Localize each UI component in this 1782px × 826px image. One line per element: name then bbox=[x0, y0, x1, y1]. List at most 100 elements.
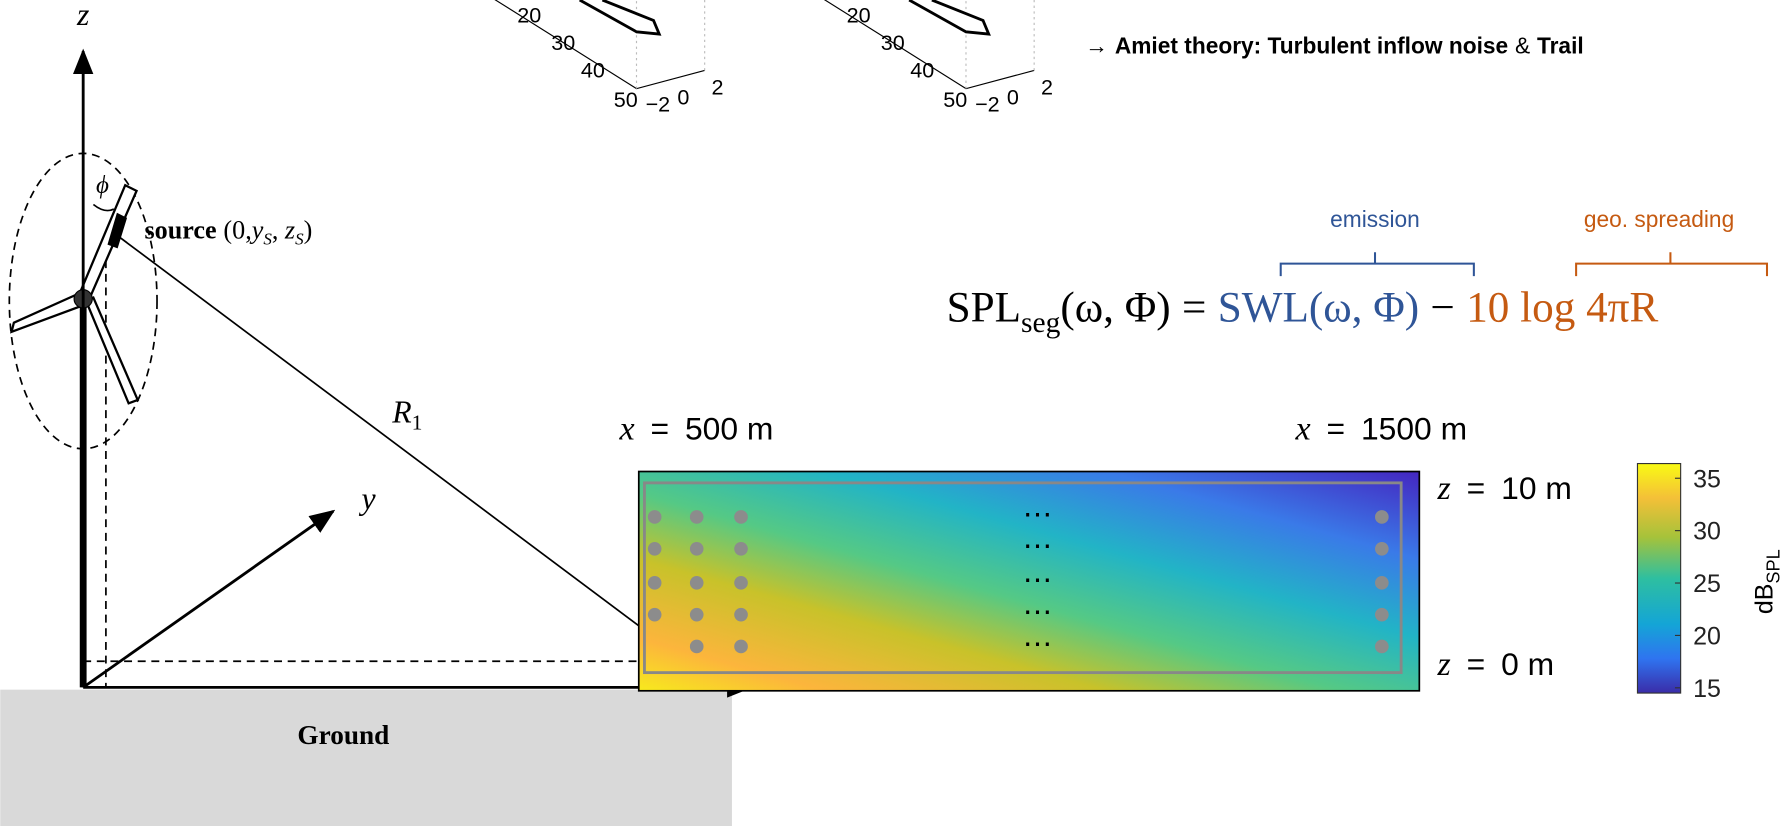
equation: SPLseg(ω, Φ) = SWL(ω, Φ) −10 log 4πR bbox=[947, 285, 1659, 339]
distance-sub: 1 bbox=[412, 410, 423, 434]
ellipsis: ⋯ bbox=[1023, 565, 1053, 597]
eq-args: (ω, Φ) bbox=[1060, 285, 1170, 332]
tick-label: 30 bbox=[881, 30, 905, 55]
receiver bbox=[689, 541, 704, 556]
receiver bbox=[689, 576, 704, 590]
receiver-area bbox=[643, 481, 1403, 675]
ellipsis: ⋯ bbox=[1023, 499, 1053, 531]
receiver bbox=[1375, 541, 1389, 556]
z-axis-label: z bbox=[76, 0, 89, 32]
tick-label: 30 bbox=[1693, 518, 1721, 546]
tick-label: 20 bbox=[1693, 623, 1721, 651]
coord: , bbox=[272, 216, 285, 245]
position-label: z = 10 m bbox=[1437, 470, 1572, 507]
tick-label: 2 bbox=[1041, 74, 1053, 99]
receiver bbox=[1375, 607, 1389, 622]
tick-label: 40 bbox=[581, 57, 605, 82]
tick-label: −2 bbox=[646, 91, 671, 116]
position-label: z = 0 m bbox=[1437, 646, 1555, 683]
coord-sub: S bbox=[263, 229, 272, 248]
distance-label: R1 bbox=[391, 395, 422, 435]
note-bold: Amiet theory: Turbulent inflow noise bbox=[1115, 32, 1508, 58]
equals: = bbox=[1467, 646, 1486, 682]
ground-label: Ground bbox=[297, 720, 389, 750]
source-text: source bbox=[145, 216, 217, 245]
cb-unit: dB bbox=[1751, 584, 1779, 615]
equals: = bbox=[1467, 470, 1486, 506]
variable: x bbox=[618, 411, 634, 448]
value: 500 m bbox=[685, 411, 773, 447]
tick-label: 15 bbox=[1693, 675, 1721, 703]
brace-label: emission bbox=[1330, 206, 1420, 232]
receiver bbox=[1375, 576, 1389, 590]
coord: ) bbox=[304, 216, 313, 245]
coord: (0, bbox=[223, 216, 251, 245]
value: 10 m bbox=[1501, 470, 1572, 506]
ellipsis: ⋯ bbox=[1023, 596, 1053, 628]
tick-label: −2 bbox=[975, 91, 1000, 116]
receiver bbox=[734, 541, 748, 556]
y-axis-label: y bbox=[359, 481, 377, 516]
receiver bbox=[647, 510, 662, 524]
receiver bbox=[647, 576, 662, 590]
colorbar-label: dBSPL bbox=[1751, 549, 1782, 614]
ellipsis: ⋯ bbox=[1023, 531, 1053, 563]
angle-label: ϕ bbox=[96, 172, 109, 199]
blade-sketch bbox=[908, 0, 991, 36]
variable: z bbox=[1437, 470, 1451, 507]
axis-grid bbox=[635, 0, 706, 89]
receiver bbox=[734, 576, 748, 590]
coord: y bbox=[249, 216, 264, 245]
coord-sub: S bbox=[295, 229, 304, 248]
eq-lhs: SPL bbox=[947, 285, 1021, 332]
tick-label: 40 bbox=[910, 57, 934, 82]
colorbar-ticks: 15 20 25 30 35 bbox=[1674, 465, 1721, 703]
receiver bbox=[689, 510, 704, 524]
tick-label: 0 bbox=[1007, 85, 1019, 110]
source-label: source (0,yS, zS) bbox=[145, 216, 313, 249]
brace bbox=[1279, 252, 1475, 277]
receiver bbox=[647, 607, 662, 622]
tick-label: 50 bbox=[614, 87, 638, 112]
receiver bbox=[1375, 510, 1389, 524]
position-label: x = 500 m bbox=[618, 411, 773, 448]
tick-label: 2 bbox=[711, 74, 723, 99]
coord: z bbox=[284, 216, 295, 245]
cb-unit-sub: SPL bbox=[1763, 549, 1782, 583]
receiver bbox=[647, 541, 662, 556]
variable: x bbox=[1294, 411, 1310, 448]
receiver bbox=[734, 639, 748, 654]
note-arrow: → bbox=[1085, 32, 1108, 58]
eq-sign: = bbox=[1182, 285, 1206, 332]
equals: = bbox=[1327, 411, 1346, 447]
note: → Amiet theory: Turbulent inflow noise & Tr… bbox=[1085, 32, 1583, 58]
value: 0 m bbox=[1501, 646, 1554, 682]
note-bold: Trail bbox=[1537, 32, 1584, 58]
tick-label: 20 bbox=[517, 3, 541, 28]
eq-sub: seg bbox=[1021, 307, 1061, 339]
axis-grid bbox=[965, 0, 1035, 89]
equals: = bbox=[651, 411, 670, 447]
distance: R bbox=[391, 395, 411, 430]
ground bbox=[0, 689, 732, 826]
noise-map bbox=[637, 470, 1421, 692]
brace bbox=[1575, 252, 1769, 277]
tick-label: 35 bbox=[1693, 465, 1721, 493]
receiver bbox=[734, 510, 748, 524]
value: 1500 m bbox=[1361, 411, 1467, 447]
tick-label: 20 bbox=[847, 3, 871, 28]
colorbar bbox=[1636, 462, 1682, 694]
map-labels: x = 500 m x = 1500 mz = 10 mz = 0 m bbox=[618, 411, 1571, 683]
tick-label: 0 bbox=[677, 85, 689, 110]
receiver bbox=[734, 607, 748, 622]
note-amp: & bbox=[1515, 32, 1530, 58]
ellipsis: ⋯ bbox=[1023, 628, 1053, 660]
eq-term: SWL(ω, Φ) bbox=[1218, 285, 1419, 332]
receiver bbox=[689, 639, 704, 654]
eq-term: 10 log 4πR bbox=[1466, 285, 1658, 332]
receiver bbox=[1375, 639, 1389, 654]
tick-label: 50 bbox=[943, 87, 967, 112]
